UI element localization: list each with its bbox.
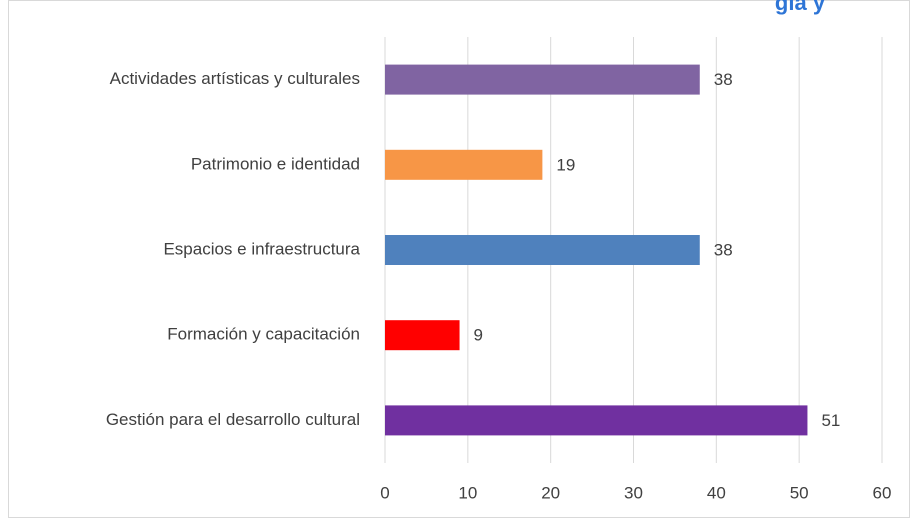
x-tick-label: 60: [873, 483, 892, 502]
value-label: 38: [714, 240, 733, 259]
y-tick-label: Formación y capacitación: [167, 325, 360, 344]
y-tick-label: Actividades artísticas y culturales: [110, 69, 360, 88]
bar: [385, 64, 700, 95]
value-label: 38: [714, 70, 733, 89]
y-tick-label: Gestión para el desarrollo cultural: [106, 410, 360, 429]
x-tick-label: 20: [541, 483, 560, 502]
x-tick-label: 40: [707, 483, 726, 502]
bar: [385, 320, 460, 351]
bar: [385, 235, 700, 265]
x-tick-label: 10: [458, 483, 477, 502]
bar: [385, 405, 808, 436]
x-tick-label: 50: [790, 483, 809, 502]
y-tick-label: Espacios e infraestructura: [163, 239, 360, 258]
bar: [385, 149, 543, 180]
chart-title: gía y: [775, 0, 826, 15]
x-tick-label: 30: [624, 483, 643, 502]
value-label: 19: [556, 155, 575, 174]
value-label: 9: [474, 326, 483, 345]
value-label: 51: [821, 411, 840, 430]
x-tick-label: 0: [380, 483, 389, 502]
y-tick-label: Patrimonio e identidad: [191, 154, 360, 173]
